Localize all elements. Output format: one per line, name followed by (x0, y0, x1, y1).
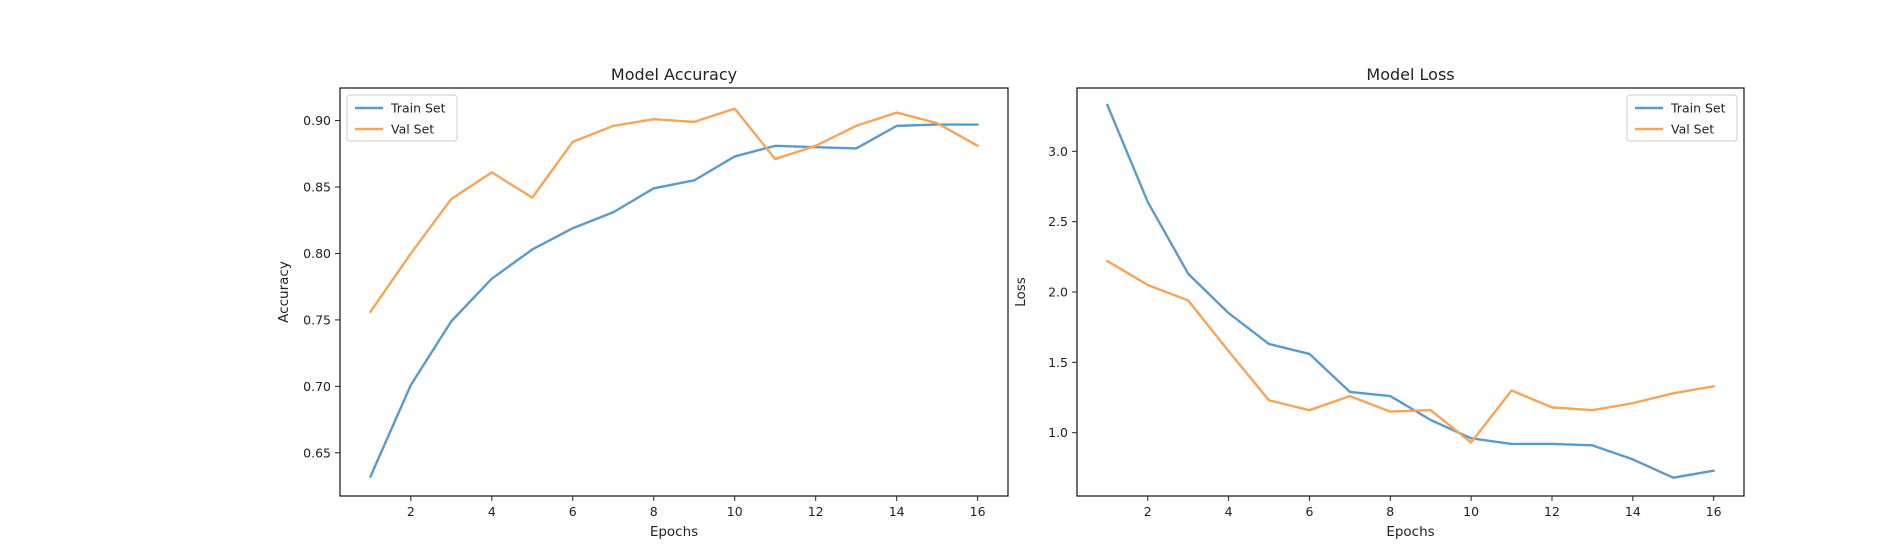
series-line-train-set (1106, 103, 1715, 479)
x-tick-label: 12 (808, 504, 824, 519)
x-tick-label: 8 (1386, 504, 1394, 519)
series-line-val-set (1106, 259, 1715, 444)
series-train-set (1106, 103, 1715, 479)
x-axis-label: Epochs (650, 524, 698, 540)
y-tick-label: 0.75 (303, 312, 331, 327)
x-axis-label: Epochs (1386, 524, 1434, 540)
y-tick-label: 2.5 (1048, 214, 1068, 229)
x-tick-label: 6 (569, 504, 577, 519)
accuracy-chart: Model Accuracy 2 4 6 8 10 12 14 16 0.65 0.70 0.75 0.… (276, 65, 1009, 540)
x-tick-label: 4 (1225, 504, 1233, 519)
series-line-val-set (369, 107, 979, 314)
y-tick-label: 1.0 (1048, 425, 1068, 440)
x-tick-label: 16 (1706, 504, 1722, 519)
y-tick-label: 3.0 (1048, 144, 1068, 159)
x-tick-label: 8 (650, 504, 658, 519)
x-tick-label: 12 (1544, 504, 1560, 519)
y-tick-label: 0.85 (303, 180, 331, 195)
chart-title: Model Accuracy (611, 65, 737, 84)
plot-frame (339, 87, 1009, 497)
x-tick-label: 14 (1625, 504, 1641, 519)
legend-label-val-set: Val Set (391, 122, 434, 137)
y-tick-label: 0.65 (303, 445, 331, 460)
x-tick-label: 4 (488, 504, 496, 519)
y-axis-label: Accuracy (276, 261, 292, 323)
x-tick-label: 10 (727, 504, 743, 519)
legend-label-train-set: Train Set (1670, 101, 1726, 116)
series-val-set (369, 107, 979, 314)
x-tick-label: 14 (889, 504, 905, 519)
legend: Train Set Val Set (1626, 94, 1738, 142)
legend-label-val-set: Val Set (1671, 122, 1714, 137)
series-train-set (369, 123, 979, 478)
y-tick-label: 1.5 (1048, 355, 1068, 370)
series-line-train-set (369, 123, 979, 478)
y-tick-label: 0.70 (303, 379, 331, 394)
y-tick-label: 0.80 (303, 246, 331, 261)
series-val-set (1106, 259, 1715, 444)
legend: Train Set Val Set (346, 94, 458, 142)
x-tick-label: 2 (1144, 504, 1152, 519)
y-axis-label: Loss (1013, 277, 1029, 307)
x-tick-label: 16 (970, 504, 986, 519)
y-tick-label: 0.90 (303, 113, 331, 128)
loss-chart: Model Loss 2 4 6 8 10 12 14 16 1.0 1.5 2.0 2.5 3.0 Epo… (1013, 65, 1745, 540)
x-tick-label: 10 (1463, 504, 1479, 519)
y-tick-label: 2.0 (1048, 285, 1068, 300)
x-tick-label: 2 (407, 504, 415, 519)
legend-label-train-set: Train Set (390, 101, 446, 116)
x-tick-label: 6 (1305, 504, 1313, 519)
chart-title: Model Loss (1366, 65, 1454, 84)
